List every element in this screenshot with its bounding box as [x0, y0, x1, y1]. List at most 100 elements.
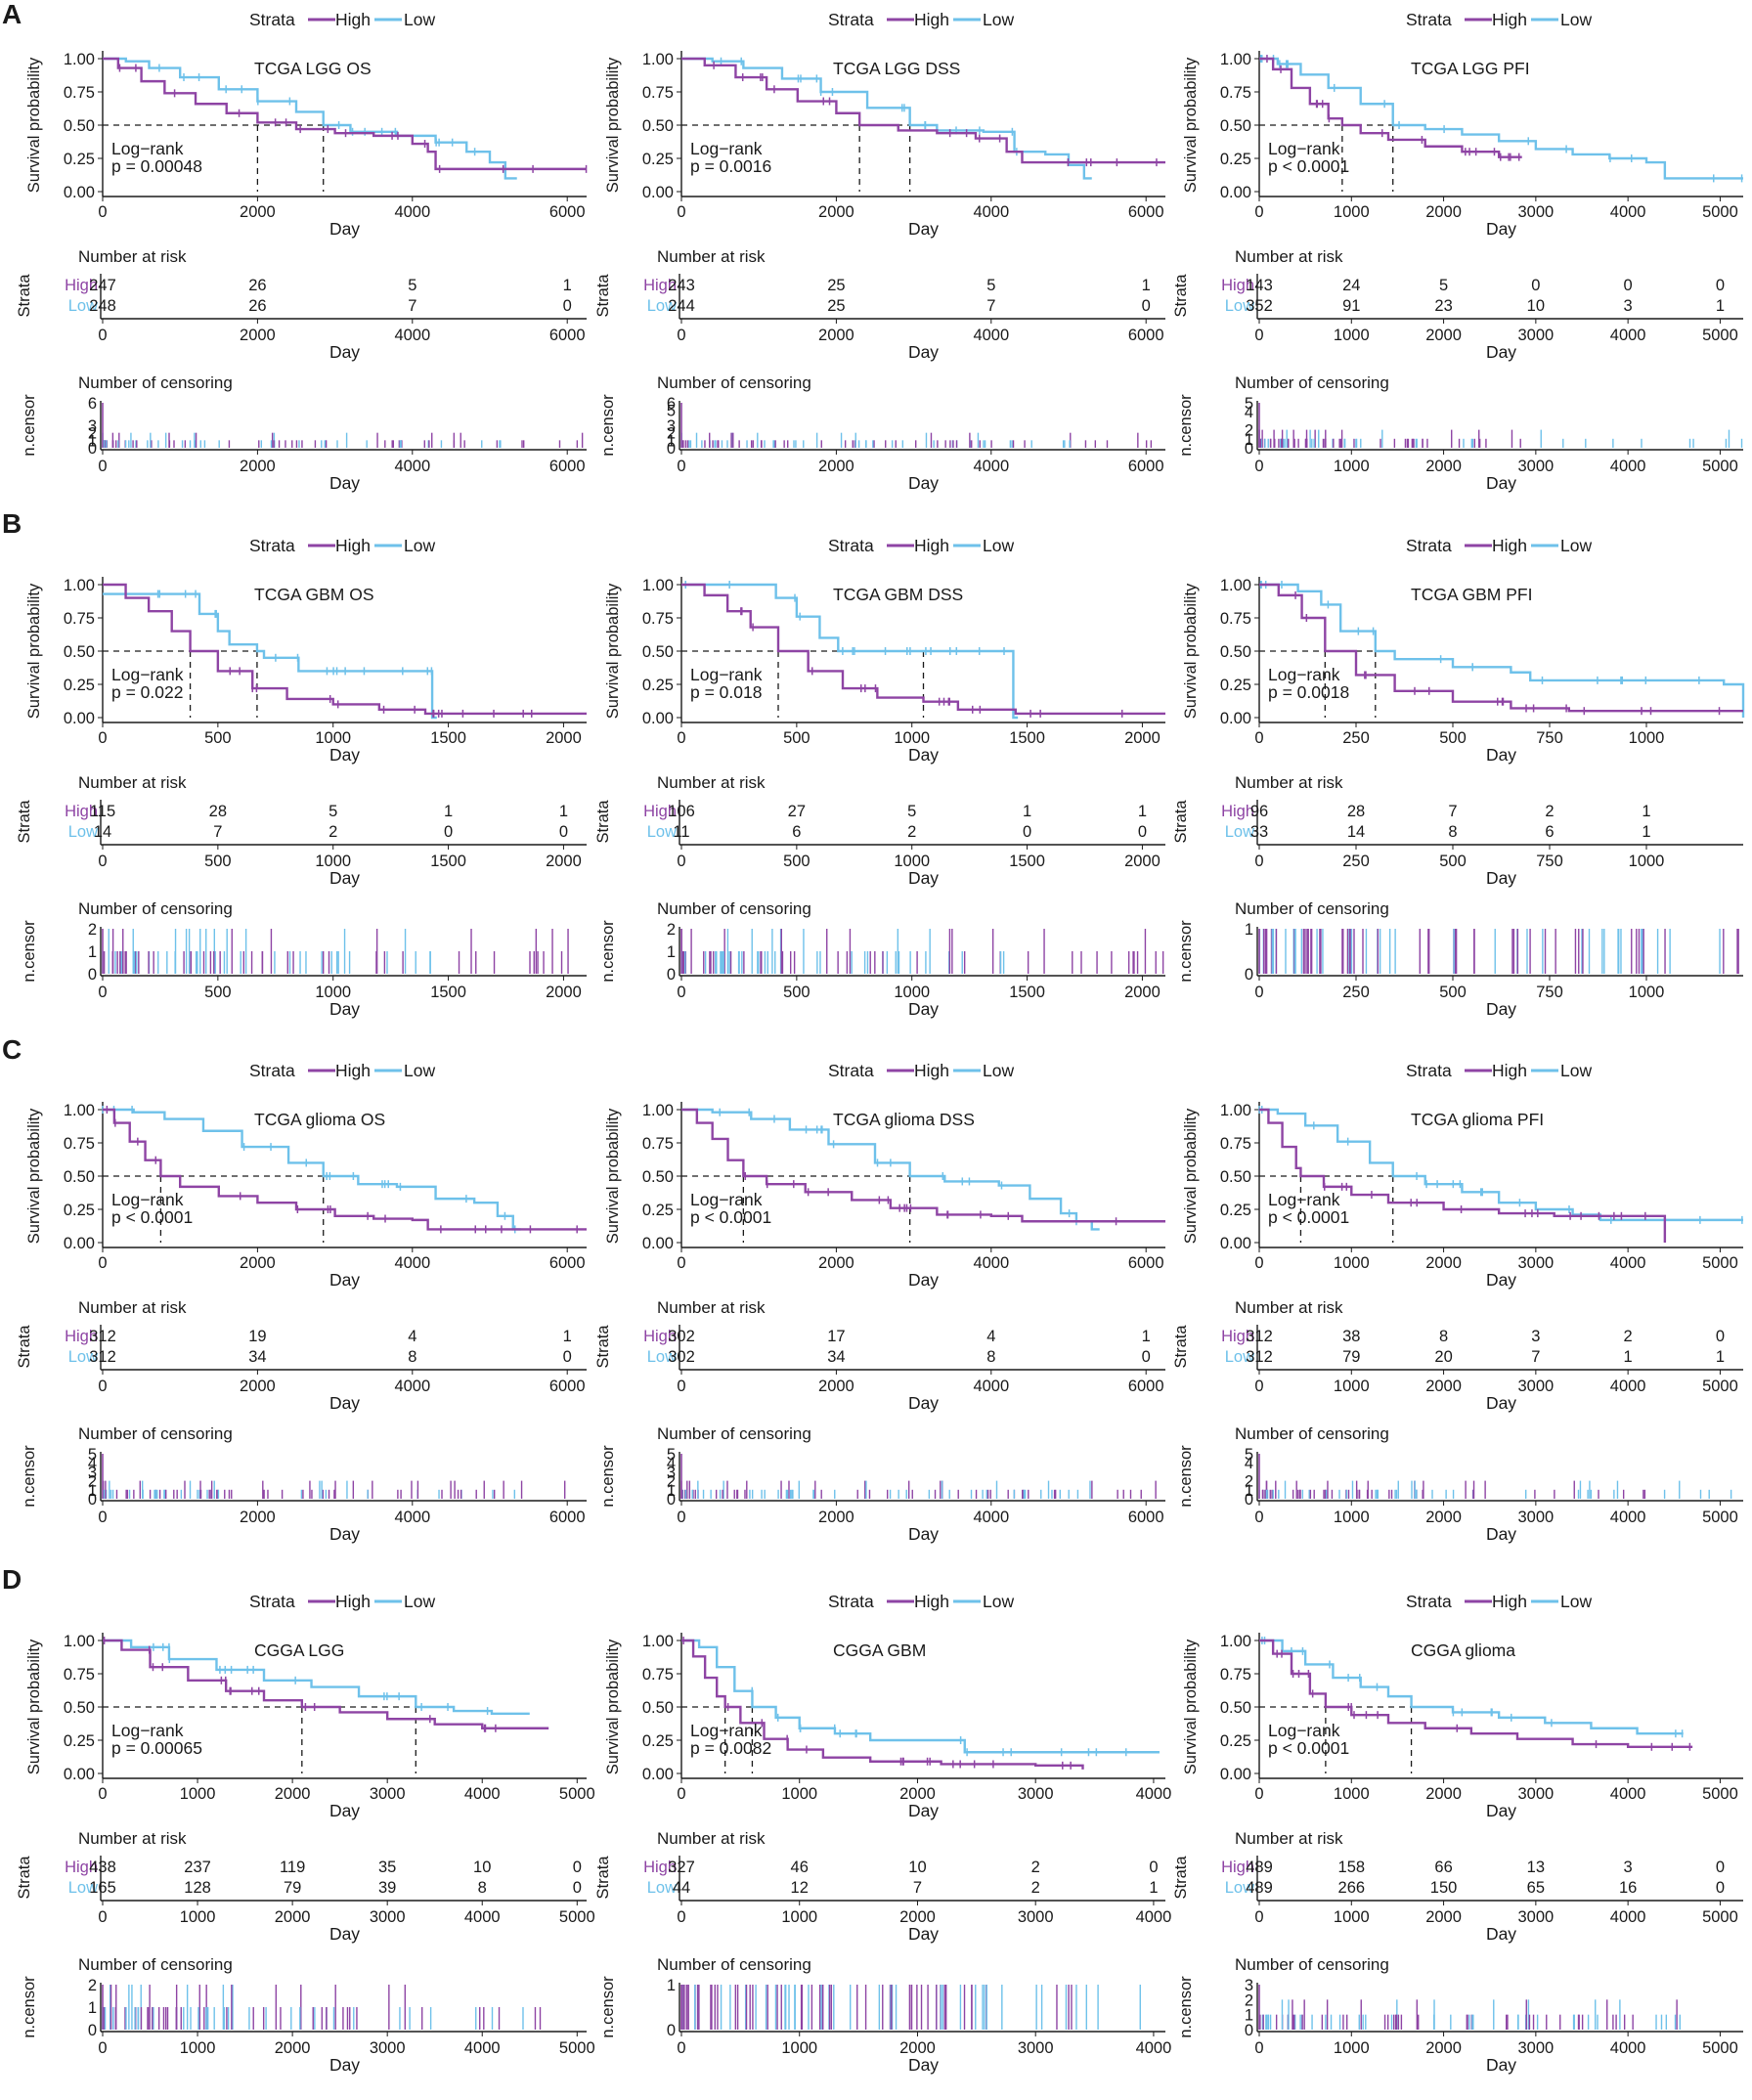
risk-high-count: 3	[1624, 1859, 1633, 1876]
x-tick-label: 0	[677, 1254, 685, 1272]
y-axis-title: Survival probability	[25, 1639, 43, 1774]
p-value: p = 0.00065	[111, 1738, 202, 1758]
censor-y-tick-label: 4	[1245, 404, 1253, 421]
logrank-label: Log−rank	[111, 1721, 184, 1740]
censor-x-tick-label: 4000	[1136, 2039, 1172, 2057]
logrank-label: Log−rank	[690, 665, 763, 684]
legend: Strata High Low	[828, 1592, 1014, 1611]
panel-label-b: B	[2, 508, 22, 539]
censor-y-tick-label: 3	[1245, 1977, 1253, 1994]
risk-table-title: Number at risk	[78, 773, 187, 792]
low-survival-curve	[681, 583, 1019, 720]
strata-axis-title: Strata	[1172, 1325, 1190, 1369]
legend-low-label: Low	[404, 1592, 435, 1611]
risk-x-tick-label: 2000	[899, 1908, 936, 1926]
censor-plot-title: Number of censoring	[78, 1955, 233, 1974]
risk-x-tick-label: 500	[783, 853, 810, 870]
risk-high-count: 1	[1642, 803, 1650, 820]
risk-high-count: 38	[1342, 1328, 1360, 1345]
censor-x-tick-label: 1000	[1334, 1509, 1370, 1526]
strata-axis-title: Strata	[1172, 274, 1190, 318]
high-survival-curve	[103, 583, 587, 716]
x-tick-label: 4000	[1610, 203, 1646, 221]
risk-low-count: 44	[673, 1879, 690, 1897]
censor-y-tick-label: 0	[1245, 966, 1253, 984]
low-survival-curve	[103, 1108, 521, 1231]
risk-high-label: High	[1221, 1859, 1254, 1876]
risk-x-tick-label: 2000	[818, 1378, 854, 1395]
censor-x-tick-label: 0	[677, 1509, 685, 1526]
censor-x-axis-title: Day	[329, 473, 360, 493]
p-value: p < 0.0001	[1268, 1738, 1349, 1758]
p-value: p = 0.0016	[690, 156, 771, 176]
y-tick-label: 0.75	[1220, 84, 1251, 102]
y-tick-label: 0.00	[64, 710, 95, 727]
censor-y-tick-label: 5	[667, 403, 676, 420]
logrank-label: Log−rank	[1268, 665, 1340, 684]
censor-x-tick-label: 0	[677, 984, 685, 1001]
x-tick-label: 1000	[1629, 729, 1665, 747]
plot-title: TCGA glioma OS	[254, 1110, 385, 1129]
risk-x-tick-label: 4000	[973, 1378, 1009, 1395]
censor-x-tick-label: 6000	[549, 1509, 586, 1526]
risk-low-label: Low	[68, 1348, 98, 1366]
y-tick-label: 0.75	[64, 84, 95, 102]
y-axis-title: Survival probability	[604, 1639, 622, 1774]
legend-title: Strata	[249, 1061, 295, 1080]
risk-low-count: 302	[668, 1348, 695, 1366]
x-tick-label: 1000	[781, 1785, 817, 1803]
risk-x-tick-label: 3000	[1517, 1378, 1554, 1395]
risk-x-tick-label: 5000	[1702, 1908, 1738, 1926]
x-tick-label: 0	[98, 203, 107, 221]
censor-x-tick-label: 0	[1254, 984, 1263, 1001]
panel-label-c: C	[2, 1034, 22, 1065]
risk-high-count: 19	[248, 1328, 266, 1345]
risk-x-tick-label: 2000	[1425, 327, 1462, 344]
censor-y-tick-label: 1	[667, 432, 676, 450]
risk-low-count: 2	[1031, 1879, 1040, 1897]
censor-x-axis-title: Day	[908, 2055, 939, 2075]
risk-x-tick-label: 5000	[1702, 327, 1738, 344]
risk-high-count: 17	[827, 1328, 845, 1345]
legend-low-label: Low	[404, 10, 435, 29]
risk-low-count: 2	[328, 823, 337, 841]
legend-title: Strata	[1406, 536, 1452, 555]
low-survival-curve	[1259, 57, 1743, 180]
risk-low-count: 1	[1149, 1879, 1158, 1897]
x-tick-label: 750	[1536, 729, 1563, 747]
x-tick-label: 1000	[180, 1785, 216, 1803]
x-tick-label: 2000	[1425, 1254, 1462, 1272]
risk-low-count: 248	[89, 297, 116, 315]
risk-low-label: Low	[68, 1879, 98, 1897]
x-tick-label: 0	[677, 203, 685, 221]
x-axis-title: Day	[329, 219, 360, 239]
risk-high-count: 327	[668, 1859, 695, 1876]
legend-high-label: High	[335, 1061, 371, 1080]
censor-x-tick-label: 500	[783, 984, 810, 1001]
risk-low-count: 33	[1250, 823, 1268, 841]
censor-y-tick-label: 2	[88, 921, 97, 939]
y-tick-label: 0.75	[64, 1135, 95, 1153]
risk-low-label: Low	[1225, 1348, 1254, 1366]
x-tick-label: 5000	[1702, 1254, 1738, 1272]
strata-axis-title: Strata	[594, 800, 612, 844]
censor-y-tick-label: 3	[667, 1464, 676, 1481]
y-tick-label: 0.50	[642, 117, 674, 135]
censor-x-tick-label: 3000	[1517, 1509, 1554, 1526]
legend: Strata High Low	[1406, 10, 1592, 29]
x-tick-label: 2000	[1425, 203, 1462, 221]
risk-high-label: High	[65, 1859, 98, 1876]
censor-y-tick-label: 2	[667, 425, 676, 443]
risk-low-label: Low	[1225, 297, 1254, 315]
risk-low-count: 1	[1716, 297, 1725, 315]
risk-high-count: 1	[1142, 1328, 1151, 1345]
legend-low-label: Low	[983, 1592, 1014, 1611]
y-tick-label: 0.75	[642, 1135, 674, 1153]
risk-x-tick-label: 5000	[1702, 1378, 1738, 1395]
logrank-label: Log−rank	[111, 139, 184, 158]
censor-y-tick-label: 2	[1245, 1991, 1253, 2009]
y-tick-label: 0.50	[64, 117, 95, 135]
risk-high-count: 115	[90, 803, 115, 820]
x-tick-label: 6000	[549, 1254, 586, 1272]
x-tick-label: 250	[1342, 729, 1370, 747]
